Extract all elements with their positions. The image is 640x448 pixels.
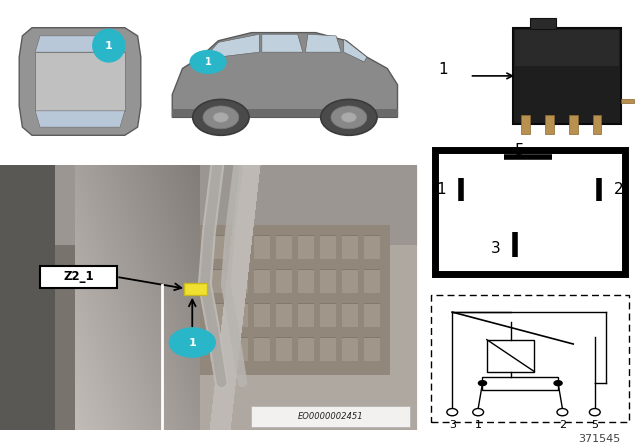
Polygon shape <box>35 36 125 52</box>
Text: 1: 1 <box>475 420 482 430</box>
Polygon shape <box>205 34 259 57</box>
Text: 1: 1 <box>188 337 196 348</box>
Text: 1: 1 <box>105 41 113 51</box>
Bar <box>483 377 558 390</box>
Text: 5: 5 <box>591 420 598 430</box>
Bar <box>487 340 534 371</box>
Circle shape <box>203 106 239 129</box>
Text: 3: 3 <box>449 420 456 430</box>
Text: 5: 5 <box>515 143 524 158</box>
Circle shape <box>589 409 600 416</box>
FancyBboxPatch shape <box>40 266 117 288</box>
Polygon shape <box>172 109 397 117</box>
Circle shape <box>213 112 228 122</box>
Circle shape <box>331 106 367 129</box>
Text: 2: 2 <box>559 420 566 430</box>
Circle shape <box>190 51 226 73</box>
Bar <box>251 406 410 427</box>
Circle shape <box>477 380 487 386</box>
Text: 3: 3 <box>491 241 500 256</box>
Text: EO0000002451: EO0000002451 <box>298 412 363 421</box>
Circle shape <box>557 409 568 416</box>
Circle shape <box>554 380 563 386</box>
Bar <box>530 18 556 29</box>
Circle shape <box>321 99 377 135</box>
Circle shape <box>447 409 458 416</box>
Polygon shape <box>344 39 367 62</box>
Polygon shape <box>172 33 397 117</box>
Bar <box>431 295 629 422</box>
Circle shape <box>93 29 125 62</box>
Circle shape <box>473 409 484 416</box>
Circle shape <box>341 112 356 122</box>
Text: 2: 2 <box>614 182 623 197</box>
Bar <box>513 28 621 124</box>
Bar <box>184 283 207 295</box>
Circle shape <box>193 99 249 135</box>
Bar <box>593 115 602 134</box>
Polygon shape <box>305 34 341 52</box>
Bar <box>522 115 530 134</box>
Bar <box>515 30 618 66</box>
Text: 1: 1 <box>439 61 449 77</box>
Polygon shape <box>262 34 303 52</box>
Text: Z2_1: Z2_1 <box>63 270 94 283</box>
Bar <box>621 99 634 103</box>
Text: 1: 1 <box>436 182 446 197</box>
Text: 371545: 371545 <box>579 434 621 444</box>
Bar <box>545 115 554 134</box>
Text: 1: 1 <box>205 57 211 67</box>
Polygon shape <box>19 28 141 135</box>
Bar <box>569 115 577 134</box>
Polygon shape <box>35 111 125 127</box>
Polygon shape <box>35 52 125 111</box>
Circle shape <box>170 328 215 357</box>
Bar <box>435 151 625 274</box>
